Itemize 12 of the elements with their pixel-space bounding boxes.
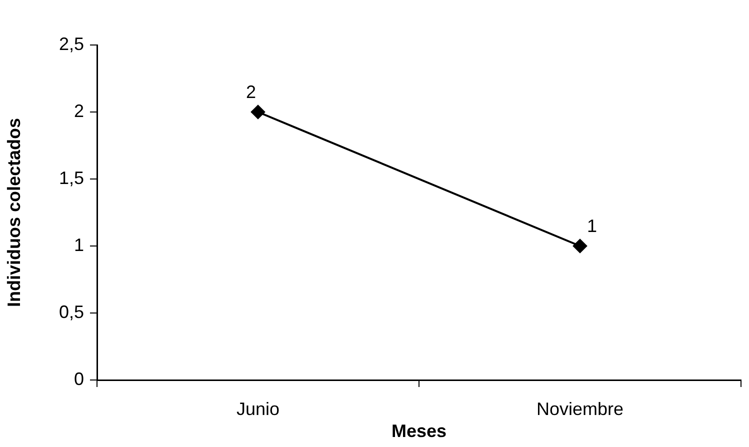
x-tick-label: Noviembre (536, 398, 624, 419)
y-tick-label: 2 (74, 100, 84, 121)
y-axis-title: Individuos colectados (4, 118, 24, 308)
y-tick-label: 2,5 (58, 34, 84, 54)
y-tick-label: 1 (74, 234, 84, 255)
data-label: 1 (586, 216, 598, 236)
x-tick-label: Junio (236, 398, 280, 419)
y-tick-label: 0 (74, 368, 84, 389)
y-tick-label: 1,5 (58, 168, 84, 188)
x-axis-title: Meses (391, 421, 447, 442)
y-tick-label: 0,5 (58, 302, 84, 322)
data-label: 2 (246, 82, 256, 102)
